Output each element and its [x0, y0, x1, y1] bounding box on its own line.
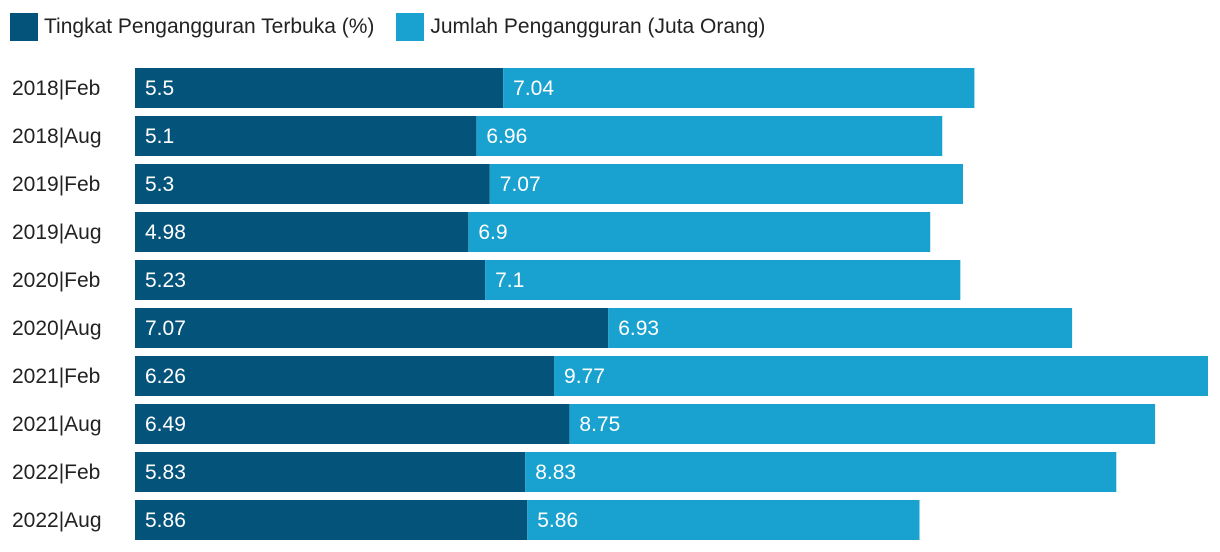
data-label-series-1: 4.98 [145, 221, 186, 244]
data-label-series-2: 7.07 [500, 173, 541, 196]
category-label: 2021|Aug [12, 413, 102, 436]
bar-series-2 [525, 452, 1117, 492]
data-label-series-1: 5.5 [145, 77, 174, 100]
bar-series-1 [135, 356, 555, 396]
bar-series-1 [135, 116, 477, 156]
legend-item-series-2: Jumlah Pengangguran (Juta Orang) [396, 13, 765, 41]
data-label-series-2: 8.75 [579, 413, 620, 436]
data-label-series-1: 5.3 [145, 173, 174, 196]
category-label: 2022|Feb [12, 461, 100, 484]
data-label-series-2: 6.93 [618, 317, 659, 340]
data-label-series-1: 6.26 [145, 365, 186, 388]
data-label-series-2: 7.1 [495, 269, 524, 292]
bar-series-2 [608, 308, 1073, 348]
data-label-series-1: 5.86 [145, 509, 186, 532]
data-label-series-2: 6.96 [486, 125, 527, 148]
bar-series-2 [554, 356, 1208, 396]
bar-series-1 [135, 164, 490, 204]
category-label: 2018|Aug [12, 125, 102, 148]
data-label-series-2: 9.77 [564, 365, 605, 388]
data-label-series-2: 5.86 [537, 509, 578, 532]
category-label: 2018|Feb [12, 77, 100, 100]
category-label: 2020|Feb [12, 269, 100, 292]
bar-series-1 [135, 212, 469, 252]
data-label-series-1: 5.83 [145, 461, 186, 484]
category-label: 2021|Feb [12, 365, 100, 388]
bar-series-2 [485, 260, 961, 300]
legend-label-series-2: Jumlah Pengangguran (Juta Orang) [430, 15, 766, 38]
legend-swatch-series-2 [396, 13, 425, 41]
category-label: 2019|Aug [12, 221, 102, 244]
legend-swatch-series-1 [10, 13, 38, 41]
bar-series-1 [135, 260, 486, 300]
data-label-series-2: 7.04 [513, 77, 554, 100]
bar-series-2 [503, 68, 975, 108]
data-label-series-2: 6.9 [478, 221, 507, 244]
bar-series-2 [468, 212, 931, 252]
legend-label-series-1: Tingkat Pengangguran Terbuka (%) [44, 15, 375, 38]
bar-series-1 [135, 404, 570, 444]
category-label: 2022|Aug [12, 509, 102, 532]
bar-series-2 [527, 500, 920, 540]
data-label-series-1: 7.07 [145, 317, 186, 340]
legend: Tingkat Pengangguran Terbuka (%) Jumlah … [10, 12, 787, 42]
data-label-series-1: 5.1 [145, 125, 174, 148]
bar-series-2 [569, 404, 1156, 444]
bar-series-1 [135, 452, 526, 492]
data-label-series-1: 6.49 [145, 413, 186, 436]
bar-series-2 [489, 164, 964, 204]
data-label-series-2: 8.83 [535, 461, 576, 484]
bar-series-1 [135, 500, 528, 540]
category-label: 2020|Aug [12, 317, 102, 340]
bar-series-2 [476, 116, 943, 156]
bar-series-1 [135, 308, 609, 348]
legend-item-series-1: Tingkat Pengangguran Terbuka (%) [10, 13, 374, 41]
category-label: 2019|Feb [12, 173, 100, 196]
data-label-series-1: 5.23 [145, 269, 186, 292]
bar-series-1 [135, 68, 504, 108]
